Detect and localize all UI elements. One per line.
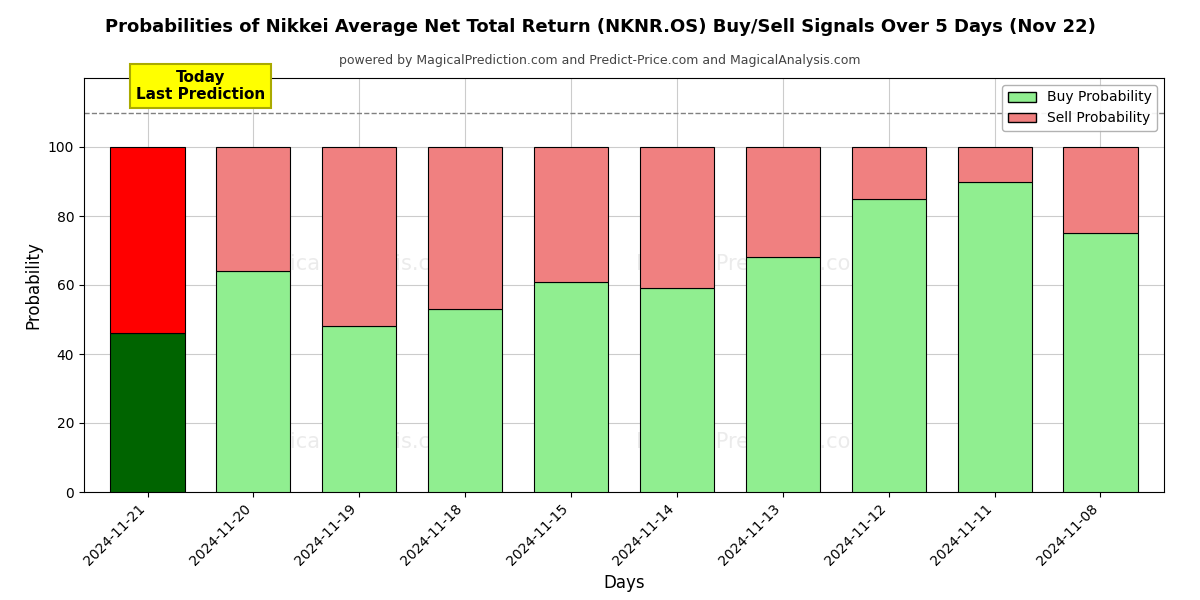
Bar	[216, 271, 290, 492]
Bar	[640, 147, 714, 289]
Text: MagicalAnalysis.com: MagicalAnalysis.com	[246, 433, 462, 452]
Bar	[323, 326, 396, 492]
Bar	[852, 147, 925, 199]
Text: MagicalAnalysis.com: MagicalAnalysis.com	[246, 254, 462, 274]
Bar	[534, 147, 608, 281]
Bar	[216, 147, 290, 271]
Y-axis label: Probability: Probability	[24, 241, 42, 329]
Bar	[745, 147, 820, 257]
Text: MagicalPrediction.com: MagicalPrediction.com	[636, 254, 871, 274]
Text: Probabilities of Nikkei Average Net Total Return (NKNR.OS) Buy/Sell Signals Over: Probabilities of Nikkei Average Net Tota…	[104, 18, 1096, 36]
Bar	[428, 147, 503, 309]
Bar	[534, 281, 608, 492]
Bar	[110, 333, 185, 492]
Bar	[1063, 147, 1138, 233]
Bar	[110, 147, 185, 333]
Bar	[323, 147, 396, 326]
Bar	[745, 257, 820, 492]
Legend: Buy Probability, Sell Probability: Buy Probability, Sell Probability	[1002, 85, 1157, 131]
Text: powered by MagicalPrediction.com and Predict-Price.com and MagicalAnalysis.com: powered by MagicalPrediction.com and Pre…	[340, 54, 860, 67]
Bar	[958, 147, 1032, 181]
Text: Today
Last Prediction: Today Last Prediction	[136, 70, 265, 102]
Bar	[1063, 233, 1138, 492]
Bar	[640, 289, 714, 492]
Bar	[958, 181, 1032, 492]
Text: MagicalPrediction.com: MagicalPrediction.com	[636, 433, 871, 452]
Bar	[428, 309, 503, 492]
X-axis label: Days: Days	[604, 574, 644, 592]
Bar	[852, 199, 925, 492]
